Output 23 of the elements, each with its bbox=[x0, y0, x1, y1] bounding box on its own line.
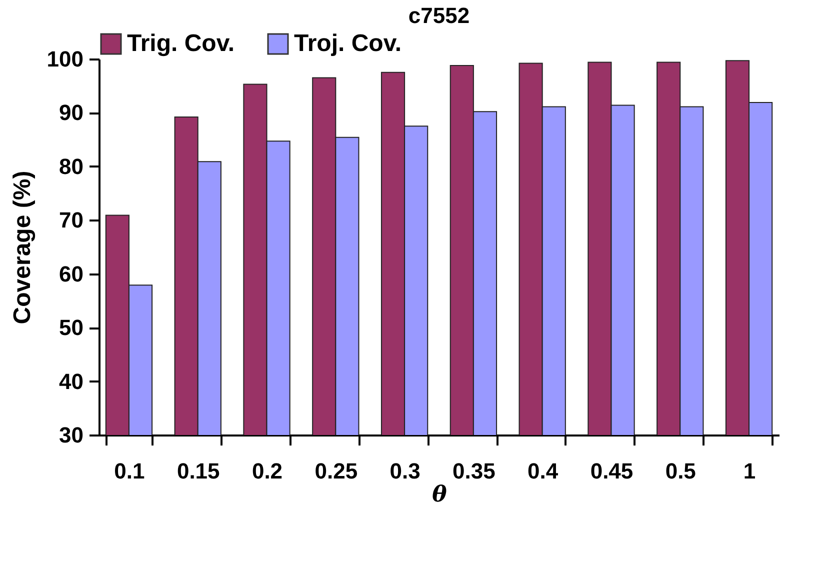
legend-label: Trig. Cov. bbox=[127, 30, 235, 57]
x-tick-label: 0.45 bbox=[590, 458, 634, 484]
y-tick-label: 70 bbox=[59, 208, 84, 233]
chart-title: c7552 bbox=[408, 3, 470, 28]
y-tick-label: 50 bbox=[59, 315, 84, 340]
y-tick-label: 100 bbox=[46, 46, 84, 72]
x-tick-label: 0.3 bbox=[390, 458, 420, 484]
x-tick-label: 0.2 bbox=[252, 458, 283, 484]
x-tick-label: 0.1 bbox=[114, 458, 145, 484]
y-tick-label: 80 bbox=[59, 154, 84, 179]
y-tick-label: 40 bbox=[59, 368, 84, 394]
y-tick-label: 90 bbox=[59, 100, 84, 126]
y-tick-label: 60 bbox=[59, 261, 84, 286]
x-tick-label: 0.35 bbox=[452, 458, 496, 484]
legend-label: Troj. Cov. bbox=[294, 30, 402, 57]
x-tick-label: 1 bbox=[743, 458, 756, 484]
y-axis-title: Coverage (%) bbox=[8, 170, 36, 324]
x-tick-label: 0.25 bbox=[314, 458, 358, 484]
x-tick-label: 0.15 bbox=[176, 458, 220, 484]
y-tick-label: 30 bbox=[59, 422, 84, 448]
x-axis-title: θ bbox=[432, 482, 448, 508]
x-tick-label: 0.5 bbox=[665, 458, 696, 484]
x-tick-label: 0.4 bbox=[528, 458, 559, 484]
